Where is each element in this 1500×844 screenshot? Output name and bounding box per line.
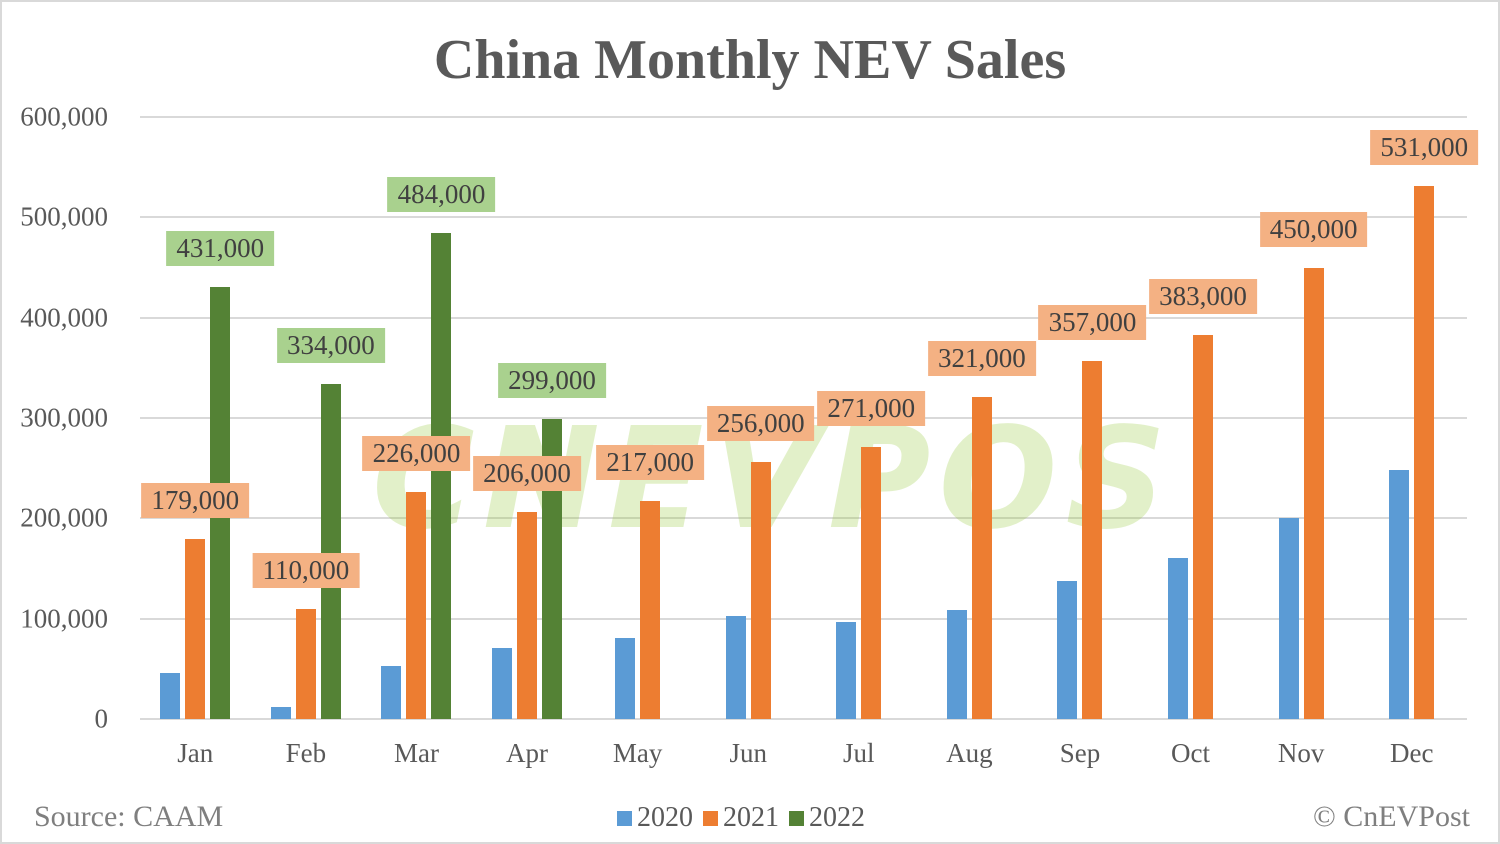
data-label-2022-apr: 299,000: [498, 363, 606, 398]
bar-2020-apr: [492, 647, 513, 719]
x-tick-label: Apr: [506, 738, 549, 768]
x-tick-label: May: [612, 738, 663, 768]
y-tick-label: 400,000: [20, 302, 108, 333]
data-label-2021-nov: 450,000: [1259, 211, 1368, 247]
y-tick-label: 200,000: [20, 502, 108, 533]
data-label-2021-feb: 110,000: [252, 552, 360, 588]
bar-2021-dec: [1414, 186, 1435, 719]
x-tick-label: Jun: [729, 738, 767, 768]
legend-swatch-2021: [703, 810, 718, 826]
legend: 2020 2021 2022: [617, 802, 875, 834]
chart-title: China Monthly NEV Sales: [433, 29, 1067, 91]
data-label-2021-oct: 383,000: [1149, 278, 1257, 314]
y-tick-label: 500,000: [20, 201, 108, 232]
x-tick-label: Sep: [1059, 738, 1101, 768]
data-label-2021-jan: 179,000: [141, 483, 250, 519]
bar-2021-jul: [861, 447, 882, 719]
legend-item-2021: 2021: [703, 802, 779, 834]
gridline: [140, 316, 1467, 319]
bar-2020-sep: [1057, 580, 1078, 719]
bar-2021-jan: [185, 539, 206, 719]
y-tick-label: 0: [94, 703, 109, 734]
bar-2021-jun: [750, 462, 771, 719]
legend-swatch-2022: [789, 810, 804, 826]
bar-2020-feb: [270, 706, 291, 719]
data-label-2021-dec: 531,000: [1370, 130, 1479, 166]
x-tick-label: Aug: [946, 738, 993, 768]
x-axis-line: [140, 718, 1467, 720]
bar-2020-may: [615, 637, 636, 719]
bar-2020-dec: [1389, 470, 1410, 719]
bar-2021-sep: [1082, 360, 1103, 719]
x-tick-label: Dec: [1389, 738, 1434, 768]
bar-2022-mar: [431, 233, 452, 719]
data-label-2021-aug: 321,000: [928, 340, 1036, 376]
copyright-note: © CnEVPost: [1313, 800, 1470, 833]
legend-item-2022: 2022: [789, 802, 865, 834]
bar-2020-jun: [725, 615, 746, 719]
bar-2021-mar: [406, 492, 427, 719]
bar-2021-nov: [1303, 267, 1324, 719]
bar-2020-nov: [1278, 518, 1299, 719]
bar-2020-aug: [946, 609, 967, 719]
x-tick-label: Jan: [177, 738, 214, 768]
gridline: [140, 517, 1467, 520]
data-label-2021-jun: 256,000: [706, 406, 815, 442]
bar-2021-apr: [517, 512, 538, 719]
data-label-2021-may: 217,000: [596, 445, 704, 481]
bar-2021-aug: [971, 396, 992, 719]
data-label-2022-jan: 431,000: [166, 230, 275, 266]
gridline: [140, 216, 1467, 219]
bar-2021-may: [640, 501, 661, 719]
gridline: [140, 116, 1467, 118]
legend-swatch-2020: [617, 810, 632, 826]
x-tick-label: Mar: [393, 738, 439, 768]
x-tick-label: Oct: [1171, 738, 1211, 768]
data-label-2022-mar: 484,000: [387, 177, 496, 213]
data-label-2022-feb: 334,000: [277, 327, 385, 363]
y-tick-label: 300,000: [20, 402, 108, 433]
y-tick-label: 600,000: [20, 101, 108, 132]
source-note: Source: CAAM: [34, 800, 224, 833]
legend-item-2020: 2020: [617, 802, 693, 834]
y-tick-label: 100,000: [20, 603, 108, 634]
bar-2020-jul: [836, 621, 857, 719]
data-label-2021-mar: 226,000: [362, 436, 471, 472]
x-tick-label: Jul: [843, 738, 875, 768]
bar-2020-mar: [381, 665, 402, 719]
bar-2020-jan: [160, 672, 181, 719]
bar-2021-oct: [1193, 334, 1214, 719]
bar-2021-feb: [295, 608, 316, 719]
gridline: [140, 617, 1467, 620]
data-label-2021-apr: 206,000: [473, 456, 581, 492]
x-tick-label: Feb: [285, 738, 327, 768]
bar-2022-apr: [542, 419, 563, 719]
bar-2020-oct: [1168, 558, 1189, 719]
data-label-2021-sep: 357,000: [1038, 304, 1147, 340]
data-label-2021-jul: 271,000: [817, 391, 926, 427]
bar-2022-feb: [320, 383, 341, 719]
x-tick-label: Nov: [1277, 738, 1325, 768]
